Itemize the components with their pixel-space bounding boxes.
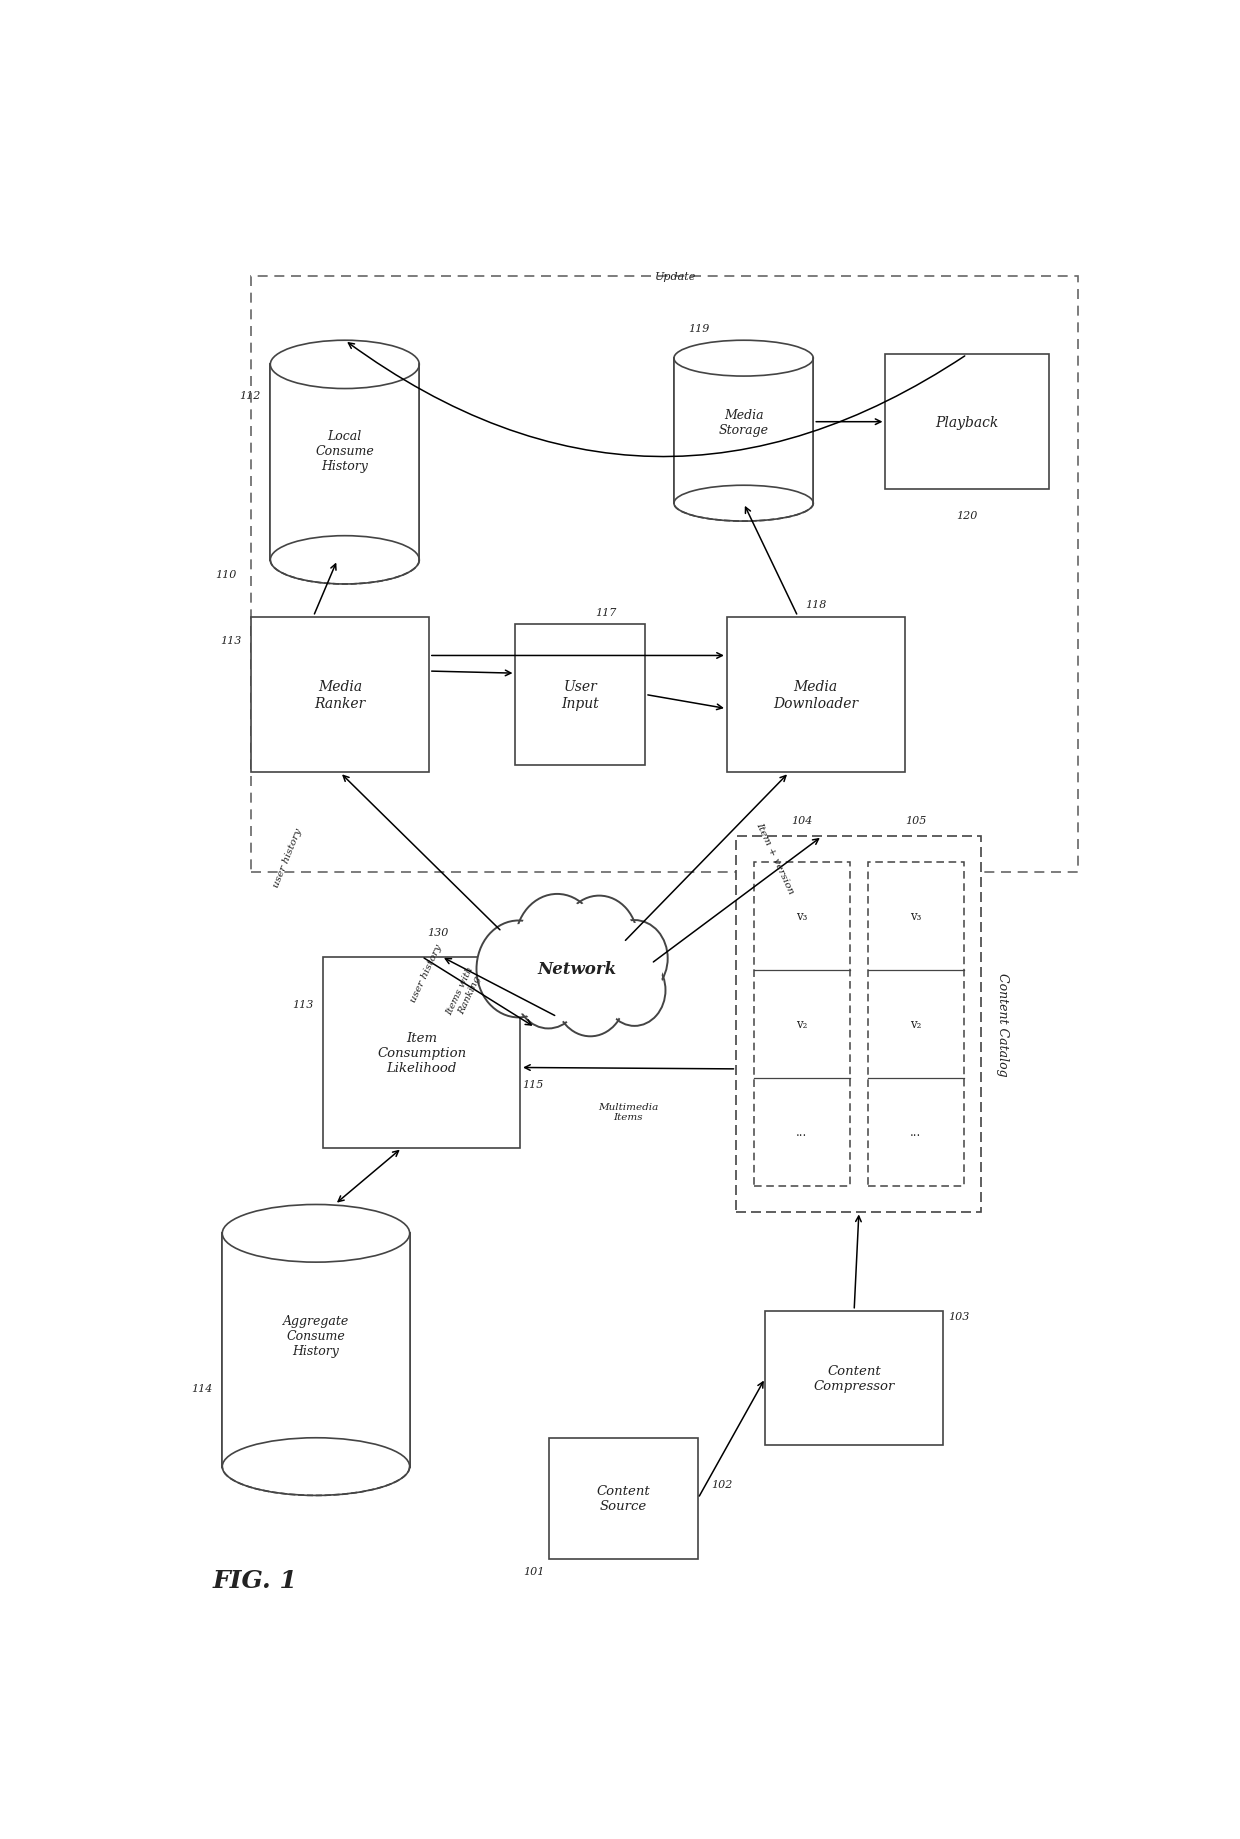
- Ellipse shape: [270, 340, 419, 390]
- Text: 115: 115: [522, 1079, 543, 1089]
- Text: Media
Ranker: Media Ranker: [315, 680, 366, 710]
- Text: 118: 118: [805, 600, 826, 611]
- Text: Playback: Playback: [935, 416, 998, 430]
- Text: 117: 117: [595, 607, 616, 618]
- Text: Item
Consumption
Likelihood: Item Consumption Likelihood: [377, 1032, 466, 1074]
- Text: 103: 103: [947, 1311, 970, 1320]
- Text: Item + version: Item + version: [754, 820, 796, 896]
- Ellipse shape: [515, 953, 582, 1028]
- Bar: [868, 862, 965, 1186]
- Bar: [754, 862, 851, 1186]
- Text: 113: 113: [293, 1000, 314, 1010]
- Ellipse shape: [556, 954, 626, 1037]
- Ellipse shape: [563, 899, 635, 982]
- Ellipse shape: [675, 485, 813, 522]
- Text: 112: 112: [239, 392, 260, 401]
- Text: v₃: v₃: [910, 910, 921, 923]
- Bar: [737, 837, 982, 1212]
- Text: 120: 120: [956, 511, 977, 520]
- Text: user history: user history: [409, 943, 444, 1004]
- Text: 102: 102: [712, 1480, 733, 1490]
- Text: Media
Storage: Media Storage: [719, 408, 769, 436]
- Text: 101: 101: [523, 1567, 544, 1576]
- Text: Content
Source: Content Source: [596, 1484, 650, 1513]
- Bar: [250, 618, 429, 772]
- Ellipse shape: [222, 1438, 409, 1495]
- Text: 105: 105: [905, 815, 926, 826]
- Text: v₃: v₃: [796, 910, 807, 923]
- Bar: [727, 618, 905, 772]
- Ellipse shape: [675, 340, 813, 377]
- Ellipse shape: [518, 897, 596, 988]
- Text: ...: ...: [910, 1125, 921, 1138]
- Text: Media
Downloader: Media Downloader: [773, 680, 858, 710]
- Bar: [250, 278, 1078, 872]
- Text: 119: 119: [688, 324, 709, 335]
- Bar: [222, 1234, 409, 1468]
- Text: 113: 113: [221, 636, 242, 645]
- Text: user history: user history: [272, 828, 303, 888]
- Text: 130: 130: [427, 927, 448, 938]
- Bar: [885, 355, 1049, 489]
- Ellipse shape: [476, 921, 560, 1017]
- Text: Content
Compressor: Content Compressor: [813, 1365, 895, 1392]
- Text: ...: ...: [796, 1125, 807, 1138]
- Bar: [675, 359, 813, 504]
- Text: Aggregate
Consume
History: Aggregate Consume History: [283, 1315, 350, 1357]
- Text: Content Catalog: Content Catalog: [996, 973, 1009, 1076]
- Text: FIG. 1: FIG. 1: [213, 1569, 298, 1593]
- Bar: [765, 1311, 944, 1445]
- Bar: [324, 956, 521, 1148]
- Text: Items with
Ranking: Items with Ranking: [445, 964, 485, 1021]
- Text: v₂: v₂: [796, 1017, 807, 1032]
- Ellipse shape: [517, 954, 579, 1026]
- Text: User
Input: User Input: [562, 680, 599, 710]
- Text: Multimedia
Items: Multimedia Items: [598, 1102, 658, 1122]
- Ellipse shape: [606, 958, 663, 1024]
- Bar: [549, 1438, 698, 1559]
- Text: v₂: v₂: [910, 1017, 921, 1032]
- Text: Local
Consume
History: Local Consume History: [315, 428, 374, 473]
- Ellipse shape: [558, 958, 622, 1034]
- Ellipse shape: [604, 954, 666, 1026]
- Bar: [516, 623, 645, 765]
- Ellipse shape: [560, 896, 637, 986]
- Bar: [270, 366, 419, 561]
- Ellipse shape: [222, 1205, 409, 1262]
- Ellipse shape: [480, 925, 557, 1013]
- Ellipse shape: [270, 537, 419, 585]
- Ellipse shape: [515, 894, 599, 991]
- Text: 114: 114: [191, 1383, 213, 1394]
- Ellipse shape: [601, 921, 667, 997]
- Ellipse shape: [604, 923, 665, 995]
- Text: Network: Network: [537, 962, 616, 978]
- Text: 110: 110: [216, 570, 237, 579]
- Text: Update: Update: [655, 272, 696, 283]
- Text: 104: 104: [791, 815, 812, 826]
